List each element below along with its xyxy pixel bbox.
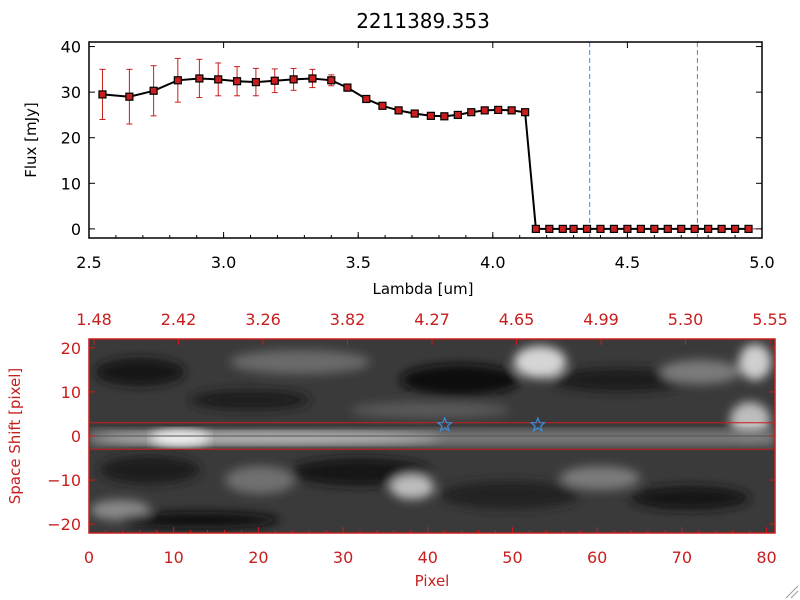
spectrum-data-point [717,224,726,233]
spectrum-data-point [289,75,298,84]
image-x-tick-label: 80 [756,548,776,567]
image-y-tick-label: 0 [71,427,81,446]
spectrum-data-point [214,75,223,84]
spectrum-panel: 2211389.353 2.5 3.0 3.5 4.0 4.5 5.0 0 10 20 30 40… [22,9,775,298]
spectrum-data-point [730,224,740,233]
spectrum-data-point [195,74,204,83]
image-top-tick-label: 4.27 [414,310,450,329]
image-x-tick-label: 0 [84,548,94,567]
image-y-tick-label: −10 [47,471,81,490]
spectrum-data-point [453,110,462,120]
image-x-tick-label: 10 [164,548,184,567]
spectrum-data-point [677,224,686,233]
spectrum-data-point [362,94,371,104]
image-y-axis-label: Space Shift [pixel] [6,368,24,505]
spectrum-data-point [531,224,540,233]
image-top-tick-label: 4.99 [583,310,619,329]
spectrum-data-point [609,224,619,233]
spectrum-data-point [623,224,632,233]
spectrum-plot-frame [88,41,763,239]
image-top-tick-label: 3.26 [245,310,281,329]
spectrum-data-point [494,105,503,115]
spectrum-y-tick-label: 30 [61,83,81,102]
image-x-tick-label: 30 [333,548,353,567]
spectrum-data-point [636,224,645,233]
image-y-tick-label: −20 [47,515,81,534]
spectrum-data-point [521,108,530,117]
spectrum-data-point [440,112,449,121]
spectrum-series-line [102,77,749,230]
spectrum-data-point [596,224,605,233]
spectrum-y-tick-label: 0 [71,220,81,239]
spectrum-data-point [650,224,659,233]
spectrum-x-tick-label: 4.5 [615,253,640,272]
spectrum-data-point [569,224,578,233]
image-top-tick-label: 5.30 [668,310,704,329]
image-x-tick-label: 20 [248,548,268,567]
spectrum-data-point [270,76,279,85]
spectrum-data-point [480,106,489,115]
spectrum-data-point [251,78,261,87]
spectrum-data-point [410,109,419,118]
spectrum-y-tick-label: 40 [61,38,81,57]
spectrum-data-point [327,76,336,85]
spectrum-data-point [704,224,713,233]
image-top-tick-label: 1.48 [76,310,112,329]
image-top-tick-label: 2.42 [161,310,197,329]
spectrum-data-point [173,76,182,85]
spectrum-data-point [558,224,567,233]
spectrum-x-tick-label: 3.0 [211,253,236,272]
star-marker-0 [436,416,454,432]
spectrum-x-tick-label: 2.5 [76,253,101,272]
spectrum-data-point [343,83,352,92]
spectral-image-panel: 0 10 20 30 40 50 60 70 80 −20 −10 0 10 20 1.48 2.42 3.… [6,310,788,590]
spectrum-data-point [149,86,158,95]
image-y-tick-label: 10 [61,383,81,402]
spectrum-data-point [125,92,134,101]
spectrum-data-point [690,224,699,233]
spectrum-data-point [467,108,476,117]
image-x-tick-label: 50 [502,548,522,567]
spectrum-x-tick-label: 3.5 [345,253,370,272]
spectrum-data-point [308,74,317,83]
image-y-tick-label: 20 [61,339,81,358]
star-marker-1 [529,416,547,432]
spectrum-y-tick-label: 10 [61,174,81,193]
spectrum-data-point [582,224,592,233]
resize-grip [785,585,799,599]
spectrum-x-axis-label: Lambda [um] [373,280,474,298]
image-x-tick-label: 70 [672,548,692,567]
spectral-image [89,339,775,533]
spectrum-data-point [545,224,554,233]
spectrum-y-tick-label: 20 [61,129,81,148]
spectrum-x-tick-label: 5.0 [749,253,774,272]
image-x-tick-label: 40 [418,548,438,567]
spectrum-data-point [744,224,753,233]
spectrum-data-point [98,90,107,99]
spectrum-data-point [232,77,242,86]
spectrum-data-point [663,224,672,233]
spectrum-data-point [394,106,403,115]
image-x-axis-label: Pixel [415,572,450,590]
image-x-tick-label: 60 [587,548,607,567]
spectrum-data-point [426,111,435,120]
spectrum-data-point [378,101,387,110]
image-top-tick-label: 3.82 [330,310,366,329]
spectrum-data-point [507,106,516,115]
image-top-tick-label: 5.55 [752,310,788,329]
image-top-tick-label: 4.65 [499,310,535,329]
spectrum-title: 2211389.353 [356,9,490,33]
spectrum-x-tick-label: 4.0 [480,253,505,272]
spectrum-y-axis-label: Flux [mJy] [22,102,40,178]
